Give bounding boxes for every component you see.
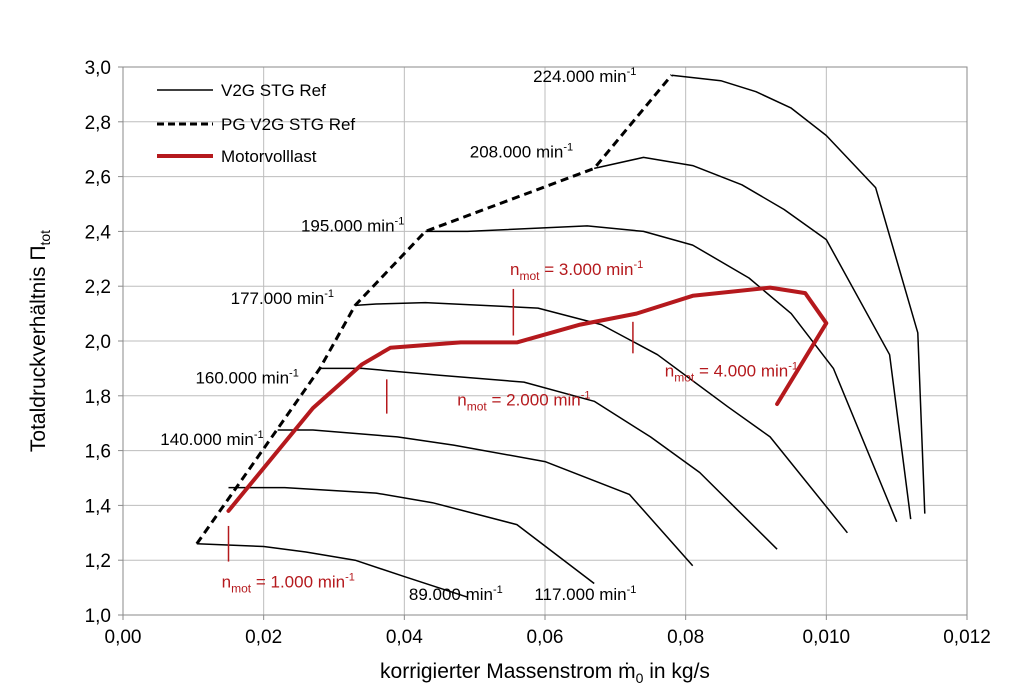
annotation-superscript: -1 — [581, 389, 591, 401]
y-tick-label: 2,2 — [85, 277, 111, 298]
annotation-superscript: -1 — [345, 572, 355, 584]
speed-label: 117.000 min-1 — [534, 584, 636, 604]
annotation-superscript: -1 — [634, 259, 644, 271]
speed-label-text: 208.000 min — [470, 142, 564, 161]
annotation-subscript: mot — [519, 269, 540, 283]
annotation-prefix: n — [222, 573, 231, 592]
y-tick-label: 2,0 — [85, 332, 111, 353]
speed-label-text: 140.000 min — [160, 430, 254, 449]
speed-label-superscript: -1 — [289, 367, 299, 379]
annotation-label: nmot = 4.000 min-1 — [665, 361, 798, 385]
annotation-text: = 3.000 min — [539, 260, 633, 279]
speed-line — [277, 429, 694, 567]
surge-line — [195, 74, 673, 545]
annotation-prefix: n — [665, 362, 674, 381]
speed-line — [425, 225, 898, 523]
annotation-prefix: n — [457, 390, 466, 409]
x-axis-title-suffix: in kg/s — [643, 660, 710, 683]
annotation-text: = 2.000 min — [487, 390, 581, 409]
speed-label-superscript: -1 — [627, 584, 637, 596]
series — [195, 74, 926, 598]
legend-label: Motorvolllast — [221, 147, 317, 166]
annotation-text: = 4.000 min — [694, 362, 788, 381]
speed-label: 224.000 min-1 — [533, 66, 636, 86]
speed-label-superscript: -1 — [627, 66, 637, 78]
x-axis-title: korrigierter Massenstrom ṁ0 in kg/s — [380, 660, 710, 686]
y-tick-label: 2,6 — [85, 168, 111, 189]
x-tick-label: 0,012 — [943, 627, 991, 648]
x-axis-title-symbol: ṁ — [618, 660, 636, 683]
x-tick-label: 0,06 — [527, 627, 564, 648]
y-tick-label: 2,4 — [85, 222, 112, 243]
speed-line — [355, 301, 848, 534]
y-axis-title-text: Totaldruckverhältnis Π — [27, 245, 50, 452]
speed-line — [319, 367, 778, 550]
speed-label-text: 117.000 min — [534, 585, 626, 604]
full-load-line — [226, 285, 829, 513]
annotation-label: nmot = 3.000 min-1 — [510, 259, 643, 283]
annotation-subscript: mot — [231, 582, 252, 596]
y-tick-label: 1,4 — [85, 496, 112, 517]
y-axis-title-subscript: tot — [37, 230, 53, 246]
speed-label-superscript: -1 — [324, 288, 334, 300]
x-axis-title-text: korrigierter Massenstrom — [380, 660, 618, 683]
annotation-superscript: -1 — [788, 361, 798, 373]
speed-label: 160.000 min-1 — [195, 367, 298, 387]
speed-line — [671, 74, 926, 514]
speed-label: 177.000 min-1 — [231, 288, 334, 308]
annotation-label: nmot = 2.000 min-1 — [457, 389, 590, 413]
y-tick-label: 2,8 — [85, 113, 111, 134]
speed-label-superscript: -1 — [563, 141, 573, 153]
x-tick-label: 0,010 — [803, 627, 851, 648]
y-tick-label: 1,8 — [85, 387, 111, 408]
speed-label-text: 89.000 min — [409, 585, 493, 604]
annotation-prefix: n — [510, 260, 519, 279]
y-tick-label: 1,2 — [85, 551, 111, 572]
speed-label: 140.000 min-1 — [160, 429, 263, 449]
axes: 0,00 0,02 0,04 0,06 0,08 0,010 0,012 1,0 1,2 1,4 1… — [85, 58, 991, 648]
speed-label-text: 177.000 min — [231, 289, 325, 308]
y-axis-title: Totaldruckverhältnis Πtot — [27, 230, 53, 452]
legend-label: V2G STG Ref — [221, 81, 326, 100]
legend: V2G STG Ref PG V2G STG Ref Motorvolllast — [157, 81, 355, 166]
x-tick-label: 0,00 — [105, 627, 142, 648]
x-tick-label: 0,08 — [667, 627, 704, 648]
speed-line — [594, 156, 912, 520]
grid — [122, 66, 968, 616]
annotation-text: = 1.000 min — [251, 573, 345, 592]
annotation-label: nmot = 1.000 min-1 — [222, 572, 355, 596]
speed-label-text: 195.000 min — [301, 216, 395, 235]
y-tick-label: 3,0 — [85, 58, 111, 79]
x-axis-title-subscript: 0 — [636, 670, 644, 686]
x-tick-label: 0,04 — [386, 627, 423, 648]
speed-label: 195.000 min-1 — [301, 215, 404, 235]
speed-label-text: 224.000 min — [533, 67, 627, 86]
speed-label-text: 160.000 min — [195, 368, 289, 387]
legend-label: PG V2G STG Ref — [221, 115, 355, 134]
speed-line — [228, 486, 595, 585]
x-tick-label: 0,02 — [245, 627, 282, 648]
speed-label-superscript: -1 — [395, 215, 405, 227]
speed-label: 208.000 min-1 — [470, 141, 573, 161]
speed-line — [196, 543, 468, 598]
annotation-subscript: mot — [467, 399, 488, 413]
speed-label: 89.000 min-1 — [409, 584, 503, 604]
y-tick-label: 1,0 — [85, 606, 111, 627]
axis-titles: korrigierter Massenstrom ṁ0 in kg/s Total… — [27, 230, 710, 686]
speed-label-superscript: -1 — [493, 584, 503, 596]
speed-label-superscript: -1 — [254, 429, 264, 441]
annotation-subscript: mot — [674, 371, 695, 385]
y-tick-label: 1,6 — [85, 442, 111, 463]
